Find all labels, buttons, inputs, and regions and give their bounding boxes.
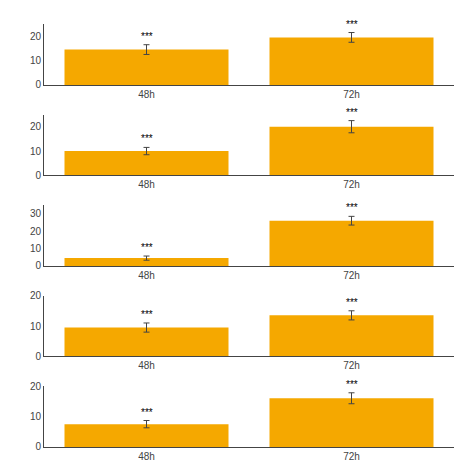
svg-text:10: 10 <box>30 411 42 422</box>
svg-text:72h: 72h <box>343 270 360 281</box>
svg-text:0: 0 <box>35 260 41 271</box>
svg-text:***: *** <box>346 379 358 390</box>
svg-text:0: 0 <box>35 170 41 181</box>
svg-text:48h: 48h <box>138 179 155 190</box>
svg-text:72h: 72h <box>343 179 360 190</box>
svg-text:10: 10 <box>30 146 42 157</box>
svg-text:***: *** <box>346 202 358 213</box>
svg-text:***: *** <box>346 297 358 308</box>
svg-text:10: 10 <box>30 243 42 254</box>
svg-text:48h: 48h <box>138 451 155 462</box>
svg-text:20: 20 <box>30 121 42 132</box>
svg-text:30: 30 <box>30 208 42 219</box>
svg-text:72h: 72h <box>343 89 360 100</box>
svg-text:20: 20 <box>30 226 42 237</box>
svg-text:48h: 48h <box>138 360 155 371</box>
svg-text:0: 0 <box>35 441 41 452</box>
svg-text:20: 20 <box>30 31 42 42</box>
svg-text:48h: 48h <box>138 270 155 281</box>
svg-text:0: 0 <box>35 79 41 90</box>
svg-text:48h: 48h <box>138 89 155 100</box>
svg-text:10: 10 <box>30 321 42 332</box>
svg-text:***: *** <box>141 31 153 42</box>
svg-text:***: *** <box>141 407 153 418</box>
svg-text:***: *** <box>141 242 153 253</box>
svg-text:***: *** <box>346 107 358 118</box>
svg-text:20: 20 <box>30 290 42 301</box>
svg-text:10: 10 <box>30 55 42 66</box>
svg-text:0: 0 <box>35 351 41 362</box>
svg-text:***: *** <box>141 309 153 320</box>
svg-text:20: 20 <box>30 381 42 392</box>
svg-text:***: *** <box>346 19 358 30</box>
svg-text:***: *** <box>141 133 153 144</box>
svg-text:72h: 72h <box>343 451 360 462</box>
svg-text:72h: 72h <box>343 360 360 371</box>
